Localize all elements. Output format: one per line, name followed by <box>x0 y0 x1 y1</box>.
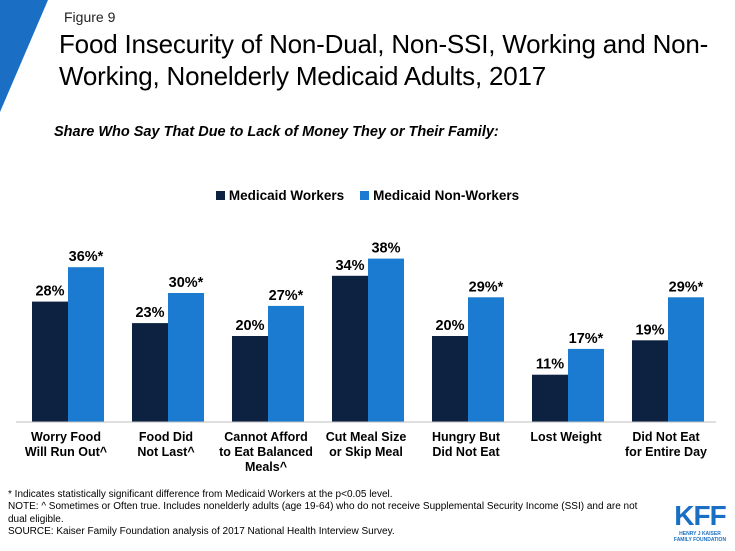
legend-item-non-workers: Medicaid Non-Workers <box>360 188 519 203</box>
bar-non-workers-5 <box>568 348 604 422</box>
bar-workers-3 <box>332 275 368 422</box>
data-label-workers-6: 19% <box>635 322 664 338</box>
bar-non-workers-4 <box>468 297 504 422</box>
data-label-non-workers-4: 29%* <box>469 279 504 295</box>
data-label-non-workers-3: 38% <box>371 241 400 257</box>
data-label-workers-2: 20% <box>235 318 264 334</box>
category-label-3: Cut Meal Size or Skip Meal <box>326 430 407 459</box>
bar-workers-2 <box>232 336 268 422</box>
bar-workers-0 <box>32 301 68 422</box>
data-label-non-workers-1: 30%* <box>169 275 204 291</box>
logo-subtext: HENRY J KAISER FAMILY FOUNDATION <box>673 531 727 543</box>
bar-chart: 28% 36%* Worry Food Will Run Out^ 23% 30%* Foo… <box>16 241 716 474</box>
legend-swatch-non-workers <box>360 191 370 200</box>
figure-label: Figure 9 <box>64 9 116 25</box>
bar-non-workers-6 <box>668 297 704 422</box>
data-label-non-workers-2: 27%* <box>269 288 304 304</box>
footnotes: * Indicates statistically significant di… <box>8 489 658 539</box>
chart-title: Food Insecurity of Non-Dual, Non-SSI, Wo… <box>59 29 709 91</box>
bar-workers-6 <box>632 340 668 422</box>
data-label-workers-5: 11% <box>536 357 564 373</box>
logo-text: KFF <box>674 500 726 531</box>
data-label-non-workers-5: 17%* <box>569 331 604 347</box>
data-label-workers-4: 20% <box>435 318 464 334</box>
footnote-note: NOTE: ^ Sometimes or Often true. Include… <box>8 501 638 525</box>
bar-workers-4 <box>432 336 468 422</box>
legend: Medicaid Workers Medicaid Non-Workers <box>0 188 735 203</box>
footnote-source: SOURCE: Kaiser Family Foundation analysi… <box>8 526 395 538</box>
bar-non-workers-1 <box>168 293 204 422</box>
bar-workers-1 <box>132 323 168 422</box>
legend-label-non-workers: Medicaid Non-Workers <box>373 188 520 203</box>
category-label-6: Did Not Eat for Entire Day <box>625 430 707 459</box>
category-label-4: Hungry But Did Not Eat <box>432 430 501 459</box>
data-label-workers-3: 34% <box>335 258 364 274</box>
bar-non-workers-3 <box>368 258 404 422</box>
category-label-5: Lost Weight <box>530 430 602 444</box>
legend-item-workers: Medicaid Workers <box>215 188 345 203</box>
data-label-non-workers-0: 36%* <box>69 249 104 265</box>
legend-label-workers: Medicaid Workers <box>228 188 345 203</box>
legend-swatch-workers <box>215 191 225 200</box>
bar-non-workers-2 <box>268 305 304 422</box>
category-label-2: Cannot Afford to Eat Balanced Meals^ <box>219 430 313 474</box>
bar-workers-5 <box>532 374 568 422</box>
kff-logo: KFF HENRY J KAISER FAMILY FOUNDATION <box>672 500 728 545</box>
data-label-workers-1: 23% <box>135 305 164 321</box>
data-label-non-workers-6: 29%* <box>669 279 704 295</box>
data-label-workers-0: 28% <box>35 284 64 300</box>
bar-non-workers-0 <box>68 267 104 422</box>
corner-accent <box>0 0 48 112</box>
category-label-1: Food Did Not Last^ <box>137 430 195 459</box>
chart-subtitle: Share Who Say That Due to Lack of Money … <box>54 124 499 140</box>
footnote-significance: * Indicates statistically significant di… <box>8 489 393 500</box>
category-label-0: Worry Food Will Run Out^ <box>25 430 108 459</box>
